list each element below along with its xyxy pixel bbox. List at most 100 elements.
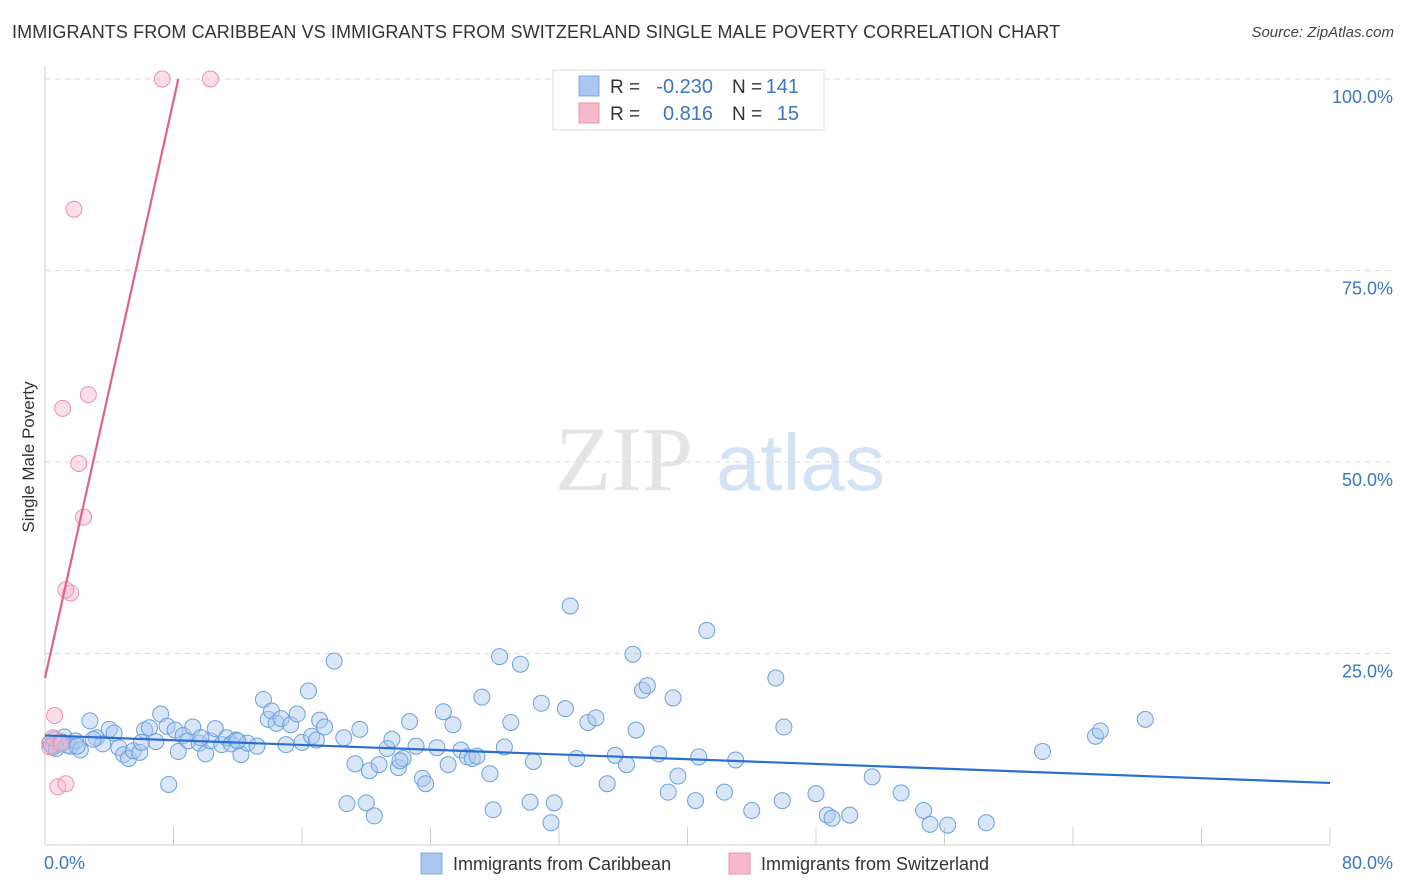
legend-label-caribbean: Immigrants from Caribbean xyxy=(453,854,671,874)
point-caribbean-98 xyxy=(598,775,616,793)
stats-n-label-switzerland: N = xyxy=(732,104,762,125)
point-caribbean-83 xyxy=(484,801,502,819)
trendline-switzerland xyxy=(43,78,180,679)
stats-n-label-caribbean: N = xyxy=(732,77,762,98)
point-caribbean-68 xyxy=(394,749,412,767)
point-caribbean-123 xyxy=(892,784,910,802)
point-caribbean-76 xyxy=(444,716,462,734)
point-caribbean-69 xyxy=(401,713,419,731)
point-caribbean-108 xyxy=(669,767,687,785)
point-caribbean-104 xyxy=(638,677,656,695)
point-caribbean-85 xyxy=(495,738,513,756)
stats-legend: R = -0.230 N = 141 R = 0.816 N = 15 xyxy=(552,69,825,131)
point-caribbean-118 xyxy=(807,785,825,803)
point-caribbean-89 xyxy=(524,753,542,771)
x-tick-labels: 0.0% 80.0% xyxy=(44,853,1393,873)
point-caribbean-66 xyxy=(383,730,401,748)
point-switzerland-2 xyxy=(46,707,64,725)
point-caribbean-94 xyxy=(561,597,579,615)
trendlines xyxy=(43,78,1331,785)
y-axis-label: Single Male Poverty xyxy=(19,381,38,533)
gridlines xyxy=(45,78,1393,654)
series-caribbean-points xyxy=(41,597,1154,834)
point-caribbean-21 xyxy=(140,719,158,737)
point-caribbean-25 xyxy=(160,775,178,793)
point-caribbean-70 xyxy=(407,737,425,755)
stats-r-label-caribbean: R = xyxy=(610,77,640,98)
point-caribbean-56 xyxy=(325,652,343,670)
point-switzerland-8 xyxy=(62,584,80,602)
point-caribbean-82 xyxy=(481,765,499,783)
point-caribbean-64 xyxy=(370,756,388,774)
legend-swatch-switzerland xyxy=(728,852,751,875)
point-caribbean-92 xyxy=(545,794,563,812)
point-caribbean-124 xyxy=(915,802,933,820)
y-tick-label-1: 50.0% xyxy=(1342,470,1393,490)
stats-legend-swatch-caribbean xyxy=(578,75,600,97)
point-caribbean-45 xyxy=(267,714,285,732)
point-caribbean-49 xyxy=(288,705,306,723)
legend-swatch-caribbean xyxy=(420,852,443,875)
stats-n-value-switzerland: 15 xyxy=(777,103,799,125)
point-caribbean-133 xyxy=(47,739,65,757)
point-caribbean-81 xyxy=(473,688,491,706)
point-caribbean-119 xyxy=(818,806,836,824)
point-caribbean-129 xyxy=(1086,727,1104,745)
point-caribbean-135 xyxy=(68,737,86,755)
point-caribbean-50 xyxy=(293,733,311,751)
point-caribbean-97 xyxy=(587,709,605,727)
stats-n-value-caribbean: 141 xyxy=(766,76,799,98)
point-switzerland-10 xyxy=(70,455,88,473)
point-switzerland-14 xyxy=(201,70,219,88)
point-caribbean-116 xyxy=(773,792,791,810)
stats-r-value-caribbean: -0.230 xyxy=(656,76,713,98)
point-caribbean-93 xyxy=(556,700,574,718)
point-caribbean-130 xyxy=(1091,722,1109,740)
point-caribbean-58 xyxy=(338,795,356,813)
point-caribbean-51 xyxy=(299,682,317,700)
point-caribbean-67 xyxy=(389,759,407,777)
point-caribbean-128 xyxy=(1033,743,1051,761)
point-caribbean-100 xyxy=(617,756,635,774)
point-switzerland-4 xyxy=(52,735,70,753)
point-caribbean-101 xyxy=(624,645,642,663)
point-caribbean-90 xyxy=(532,694,550,712)
point-caribbean-107 xyxy=(664,689,682,707)
source-credit: Source: ZipAtlas.com xyxy=(1251,24,1394,41)
stats-legend-swatch-switzerland xyxy=(578,102,600,124)
point-caribbean-32 xyxy=(197,745,215,763)
point-caribbean-110 xyxy=(690,748,708,766)
point-caribbean-27 xyxy=(169,743,187,761)
point-switzerland-13 xyxy=(153,70,171,88)
point-caribbean-114 xyxy=(743,802,761,820)
point-caribbean-112 xyxy=(715,783,733,801)
point-caribbean-59 xyxy=(346,755,364,773)
point-caribbean-95 xyxy=(568,749,586,767)
point-caribbean-102 xyxy=(627,721,645,739)
point-caribbean-84 xyxy=(491,648,509,666)
point-caribbean-117 xyxy=(775,718,793,736)
point-caribbean-71 xyxy=(413,769,431,787)
x-tick-label-0: 0.0% xyxy=(44,853,85,873)
point-switzerland-7 xyxy=(65,200,83,218)
point-caribbean-86 xyxy=(502,713,520,731)
y-tick-label-0: 25.0% xyxy=(1342,662,1393,682)
point-caribbean-57 xyxy=(335,729,353,747)
point-caribbean-62 xyxy=(360,762,378,780)
chart-title: IMMIGRANTS FROM CARIBBEAN VS IMMIGRANTS … xyxy=(12,22,1061,42)
point-caribbean-138 xyxy=(192,729,210,747)
legend-label-switzerland: Immigrants from Switzerland xyxy=(761,854,989,874)
point-switzerland-0 xyxy=(41,738,59,756)
point-caribbean-10 xyxy=(81,712,99,730)
point-switzerland-6 xyxy=(57,775,75,793)
stats-r-value-switzerland: 0.816 xyxy=(663,103,713,125)
bottom-legend: Immigrants from Caribbean Immigrants fro… xyxy=(420,852,989,875)
point-caribbean-63 xyxy=(365,807,383,825)
point-caribbean-12 xyxy=(94,735,112,753)
point-switzerland-5 xyxy=(54,399,72,417)
y-tick-labels: 25.0% 50.0% 75.0% 100.0% xyxy=(1332,87,1393,682)
point-caribbean-55 xyxy=(315,718,333,736)
point-caribbean-87 xyxy=(511,655,529,673)
point-caribbean-73 xyxy=(428,739,446,757)
